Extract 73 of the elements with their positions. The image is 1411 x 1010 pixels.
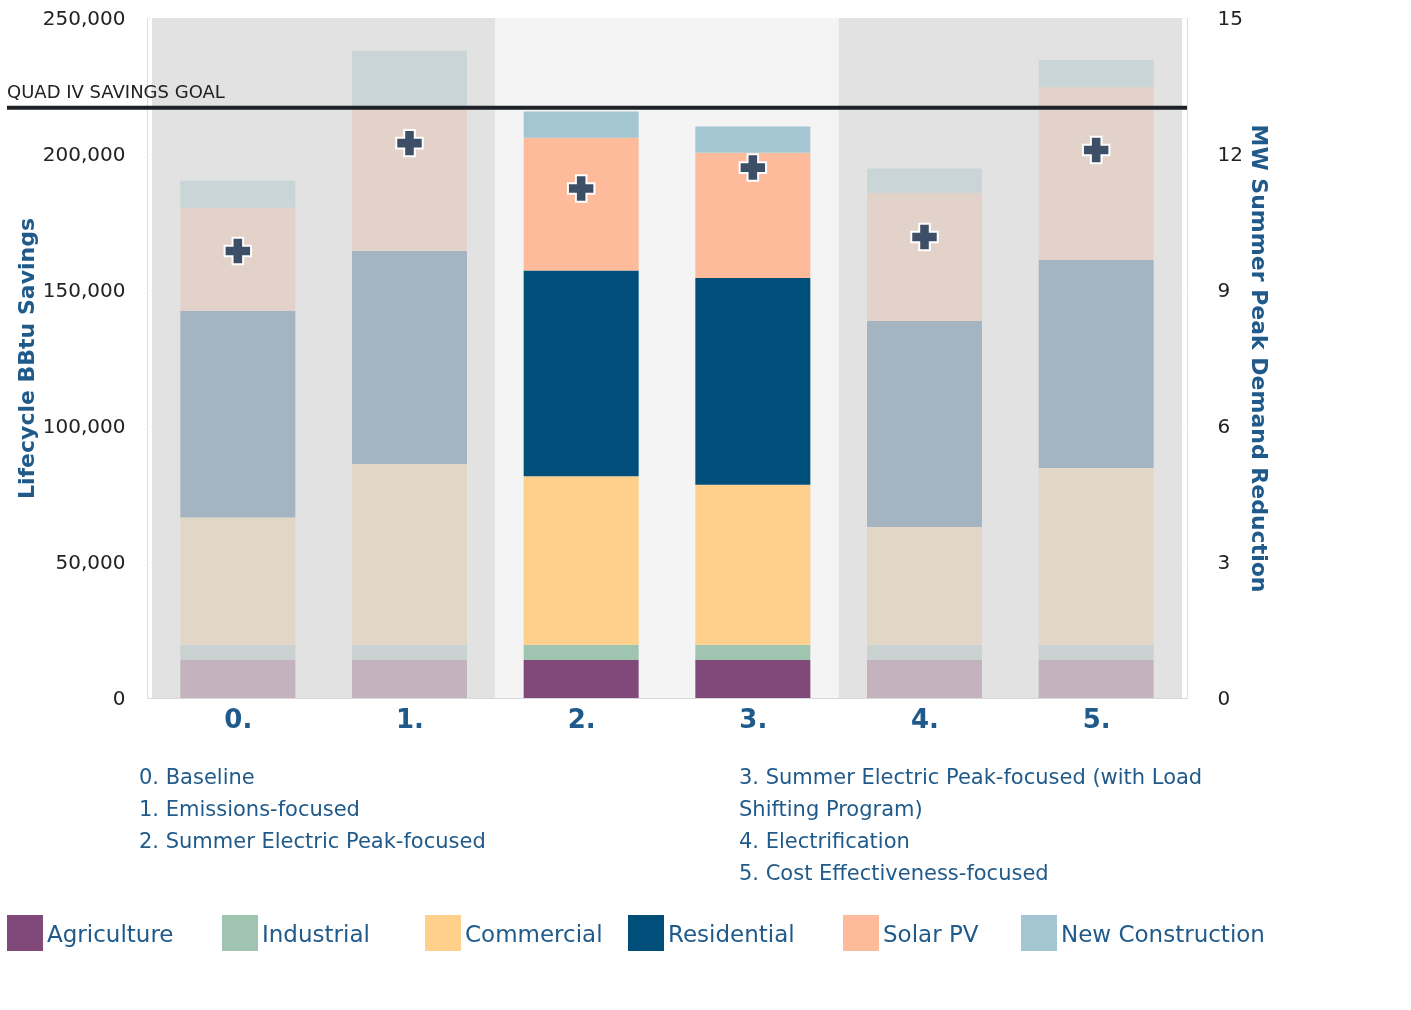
text: 5. Cost Effectiveness-focused bbox=[739, 861, 1049, 885]
bar bbox=[523, 270, 639, 477]
y-tick-label: 250,000 bbox=[42, 5, 126, 30]
text: 0. Baseline bbox=[139, 765, 255, 789]
bar bbox=[867, 321, 982, 527]
bar bbox=[180, 180, 296, 208]
x-tick-label: 0. bbox=[224, 703, 253, 734]
legend-label: New Construction bbox=[1061, 921, 1265, 947]
bar bbox=[1038, 659, 1154, 698]
y2-tick-label: 3 bbox=[1217, 549, 1231, 574]
legend-label: Residential bbox=[668, 921, 795, 947]
bar bbox=[1038, 467, 1154, 645]
bar bbox=[180, 310, 296, 518]
x-tick-label: 3. bbox=[739, 703, 768, 734]
bar bbox=[867, 644, 982, 660]
legend-label: Industrial bbox=[262, 921, 370, 947]
bar bbox=[695, 659, 811, 698]
point bbox=[395, 128, 424, 158]
bar bbox=[1038, 260, 1154, 468]
legend-label: Solar PV bbox=[883, 921, 979, 947]
bar bbox=[352, 50, 467, 106]
bar bbox=[1038, 87, 1154, 261]
bar bbox=[180, 207, 296, 311]
bar bbox=[1038, 59, 1154, 88]
bar bbox=[352, 464, 467, 645]
y2-tick-label: 0 bbox=[1217, 685, 1231, 710]
y-axis-title: Lifecycle BBtu Savings bbox=[13, 217, 39, 500]
y-tick-label: 100,000 bbox=[42, 413, 126, 438]
x-tick-label: 1. bbox=[396, 703, 424, 734]
bar bbox=[867, 526, 982, 645]
y-tick-label: 150,000 bbox=[42, 277, 126, 302]
point bbox=[1081, 135, 1111, 165]
bar bbox=[695, 126, 811, 153]
bar bbox=[695, 644, 811, 660]
y2-tick-label: 6 bbox=[1217, 413, 1231, 438]
y2-tick-label: 15 bbox=[1217, 5, 1243, 30]
bar bbox=[523, 644, 639, 660]
y-tick-label: 200,000 bbox=[42, 141, 126, 166]
bar bbox=[1038, 644, 1154, 660]
bar bbox=[523, 137, 639, 271]
y2-tick-label: 9 bbox=[1217, 277, 1231, 302]
y-tick-label: 50,000 bbox=[55, 549, 126, 574]
bar bbox=[867, 168, 982, 193]
legend-label: Commercial bbox=[465, 921, 603, 947]
bar bbox=[523, 111, 639, 138]
point bbox=[566, 174, 596, 203]
bar bbox=[523, 476, 639, 645]
bar bbox=[180, 517, 296, 645]
y2-axis-title: MW Summer Peak Demand Reduction bbox=[1246, 124, 1272, 593]
x-tick-label: 4. bbox=[911, 703, 939, 734]
x-tick-label: 5. bbox=[1082, 703, 1111, 734]
text: 4. Electrification bbox=[739, 829, 910, 853]
x-tick-label: 2. bbox=[567, 703, 596, 734]
bar bbox=[180, 644, 296, 660]
bar bbox=[867, 192, 982, 322]
y-tick-label: 0 bbox=[112, 685, 126, 710]
text: 2. Summer Electric Peak-focused bbox=[139, 829, 486, 853]
bar bbox=[523, 659, 639, 698]
bar bbox=[180, 659, 296, 698]
bar bbox=[695, 278, 811, 485]
legend-label: Agriculture bbox=[47, 921, 174, 947]
bar bbox=[867, 659, 982, 698]
bar bbox=[352, 659, 467, 698]
bar bbox=[352, 250, 467, 465]
point bbox=[910, 222, 939, 252]
bar bbox=[352, 644, 467, 660]
y2-tick-label: 12 bbox=[1217, 141, 1243, 166]
text: 1. Emissions-focused bbox=[139, 797, 360, 821]
point bbox=[738, 153, 768, 182]
text: 3. Summer Electric Peak-focused (with Load Shifting Program) bbox=[739, 765, 1203, 821]
ref-line-label: QUAD IV SAVINGS GOAL bbox=[7, 80, 225, 102]
bar bbox=[695, 484, 811, 645]
bar bbox=[695, 152, 811, 279]
